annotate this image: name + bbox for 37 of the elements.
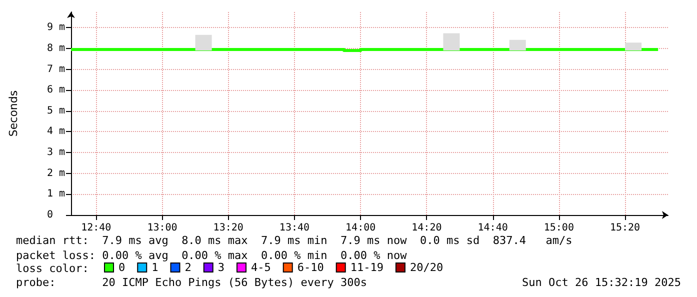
x-tick-label: 13:40 <box>279 222 310 234</box>
x-tick-label: 15:00 <box>544 222 574 234</box>
legend-label: 4-5 <box>250 261 271 274</box>
x-tick-label: 14:00 <box>346 222 376 234</box>
y-tick-label: 7 m <box>47 64 66 75</box>
legend-title: loss color: <box>16 262 89 275</box>
bar <box>509 40 526 51</box>
x-tick-label: 14:40 <box>478 222 508 234</box>
legend-label: 1 <box>152 261 158 274</box>
x-tick-label: 14:20 <box>412 222 442 234</box>
y-tick-label: 6 m <box>47 84 66 96</box>
legend-label: 11-19 <box>350 261 384 274</box>
text: packet loss: 0.00 % avg 0.00 % max 0.00 % min 0.00 % now <box>16 249 408 262</box>
bar <box>443 33 460 51</box>
y-tick-label: 9 m <box>47 22 66 34</box>
x-tick-label: 12:40 <box>81 222 112 234</box>
y-tick-label: 2 m <box>47 168 66 179</box>
legend-label: 6-10 <box>297 261 324 274</box>
legend-label: 20/20 <box>410 261 444 274</box>
legend-label: 0 <box>118 261 126 274</box>
x-tick-label: 13:20 <box>213 222 244 234</box>
legend-label: 2 <box>184 261 192 274</box>
y-tick-label: 5 m <box>47 105 66 116</box>
bar <box>625 42 642 51</box>
y-tick-label: 1 m <box>47 188 66 200</box>
legend-label: 3 <box>218 261 224 274</box>
y-tick-label: 3 m <box>47 147 66 158</box>
bar <box>195 34 212 51</box>
x-tick-label: 15:20 <box>610 222 640 234</box>
y-axis-title: Seconds <box>7 90 20 137</box>
text: Sun Oct 26 15:32:19 2025 <box>522 276 682 289</box>
text: median rtt: 7.9 ms avg 8.0 ms max 7.9 ms min 7.9 ms now 0.0 ms sd 837.4 am/s <box>16 234 572 247</box>
y-tick-label: 4 m <box>47 126 66 138</box>
x-tick-label: 13:00 <box>147 222 178 234</box>
y-tick-label: 0 <box>47 210 54 220</box>
y-tick-label: 8 m <box>47 42 66 54</box>
text: probe: 20 ICMP Echo Pings (56 Bytes) every 300s <box>16 276 367 289</box>
